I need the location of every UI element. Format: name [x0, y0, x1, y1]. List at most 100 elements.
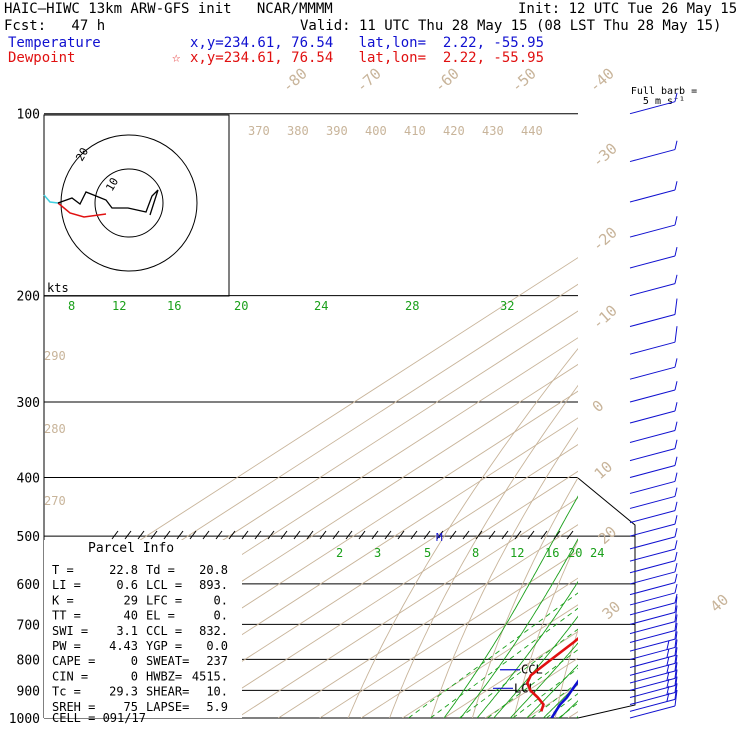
- wind-barb-flag: [674, 623, 678, 640]
- dry-adiabat-line: [430, 426, 578, 718]
- parcel-key: LFC =: [146, 593, 182, 607]
- pressure-tick-label: 800: [17, 653, 40, 668]
- pressure-tick-label: 700: [17, 618, 40, 633]
- isotherm-line: [526, 684, 578, 718]
- isotherm-line: [651, 114, 740, 718]
- wind-barb-flag: [674, 573, 678, 583]
- wind-barb-flag: [674, 593, 678, 603]
- isotherm-label: -60: [431, 64, 463, 96]
- hatch-mark: [332, 530, 340, 540]
- forecast-hour: Fcst: 47 h: [4, 18, 106, 34]
- wind-barb-flag: [674, 247, 678, 257]
- isotherm-label: -40: [586, 64, 618, 96]
- hatch-mark: [267, 530, 275, 540]
- wind-barb-flag: [674, 487, 678, 497]
- moist-adiabat-label: 20: [234, 299, 248, 313]
- dry-adiabat-line: [513, 539, 578, 718]
- wind-barb-flag: [674, 381, 678, 391]
- wind-barb-flag: [674, 647, 678, 664]
- dewpoint-legend: Dewpoint: [8, 50, 76, 66]
- dry-adiabat-label: 280: [44, 422, 66, 436]
- wind-barb-flag: [674, 584, 678, 594]
- parcel-key: Td =: [146, 563, 175, 577]
- hatch-mark: [397, 530, 405, 540]
- wind-barb-shaft: [629, 149, 676, 163]
- wind-barb-flag: [674, 596, 678, 613]
- pressure-tick-label: 600: [17, 578, 40, 593]
- parcel-value: 893.: [199, 578, 228, 592]
- wind-barb-flag: [674, 216, 678, 226]
- hatch-mark: [293, 530, 301, 540]
- parcel-key: HWBZ=: [146, 669, 182, 683]
- isotherm-label: -50: [508, 64, 540, 96]
- wind-barb-flag: [674, 140, 678, 150]
- parcel-key: SWEAT=: [146, 654, 189, 668]
- wind-barb-flag: [674, 439, 678, 449]
- wind-barb-shaft: [629, 536, 676, 550]
- parcel-value: 22.8: [109, 563, 138, 577]
- parcel-value: 29.3: [109, 685, 138, 699]
- pressure-tick-label: 400: [17, 472, 40, 487]
- dry-adiabat-line: [554, 628, 578, 718]
- mixing-ratio-label: 3: [374, 546, 381, 560]
- moist-adiabat-line: [543, 683, 578, 718]
- dewpoint-location: x,y=234.61, 76.54 lat,lon= 2.22, -55.95: [190, 50, 545, 66]
- hodograph-frame: [43, 114, 230, 297]
- moist-adiabat-label: 28: [405, 299, 419, 313]
- pressure-tick-label: 200: [17, 290, 40, 305]
- temperature-location: x,y=234.61, 76.54 lat,lon= 2.22, -55.95: [190, 35, 545, 51]
- isotherm-line: [485, 657, 578, 718]
- wind-barb-flag: [674, 614, 678, 631]
- wind-barb-flag: [674, 274, 678, 284]
- isotherm-label: -80: [279, 64, 311, 96]
- parcel-key: SWI =: [52, 624, 88, 638]
- parcel-info-panel: [44, 540, 242, 718]
- wind-barb-flag: [674, 181, 678, 191]
- moist-adiabat-line: [493, 615, 578, 718]
- theta-label: 410: [404, 124, 426, 138]
- wind-barb-flag: [674, 298, 678, 315]
- pressure-tick-label: 100: [17, 108, 40, 123]
- hatch-mark: [345, 530, 353, 540]
- wind-barb-shaft: [629, 638, 676, 652]
- moist-adiabat-label: 32: [500, 299, 514, 313]
- hodograph-ring-inner: [94, 168, 164, 238]
- parcel-value: 75: [124, 700, 138, 714]
- parcel-value: 832.: [199, 624, 228, 638]
- wind-barb-shaft: [629, 283, 676, 297]
- pressure-tick-label: 500: [17, 530, 40, 545]
- dry-adiabat-line: [347, 347, 578, 718]
- parcel-key: SREH =: [52, 700, 95, 714]
- moist-adiabat-line: [476, 580, 578, 718]
- parcel-value: 5.9: [206, 700, 228, 714]
- hatch-mark: [527, 530, 535, 540]
- isotherm-label: 20: [595, 523, 620, 548]
- parcel-cell: CELL = 091/17: [52, 711, 146, 725]
- parcel-value: 40: [124, 609, 138, 623]
- wind-barb-shaft: [629, 224, 676, 238]
- moist-adiabat-label: 8: [68, 299, 75, 313]
- wind-barb-flag: [674, 515, 678, 525]
- wind-barb-shaft: [629, 571, 676, 585]
- wind-barb-shaft: [629, 341, 676, 355]
- hatch-mark: [423, 530, 431, 540]
- dry-adiabat-line: [597, 114, 740, 718]
- wind-barb-shaft: [629, 101, 676, 115]
- hatch-mark: [111, 530, 119, 540]
- model-title: HAIC—HIWC 13km ARW-GFS init NCAR/MMMM: [4, 1, 333, 17]
- mixing-ratio-label: 24: [590, 546, 604, 560]
- parcel-key: SHEAR=: [146, 685, 189, 699]
- wind-barb-flag: [674, 676, 678, 693]
- barb-legend-title: Full barb =: [631, 86, 697, 97]
- parcel-value: 20.8: [199, 563, 228, 577]
- isotherm-label: 0: [589, 397, 608, 416]
- theta-label: 440: [521, 124, 543, 138]
- isotherm-line: [236, 497, 578, 718]
- parcel-key: PW =: [52, 639, 81, 653]
- wind-barb-shaft: [629, 670, 676, 684]
- wind-barb-flag: [674, 421, 678, 431]
- hodograph-ring-label: 20: [73, 146, 91, 164]
- hatch-mark: [254, 530, 262, 540]
